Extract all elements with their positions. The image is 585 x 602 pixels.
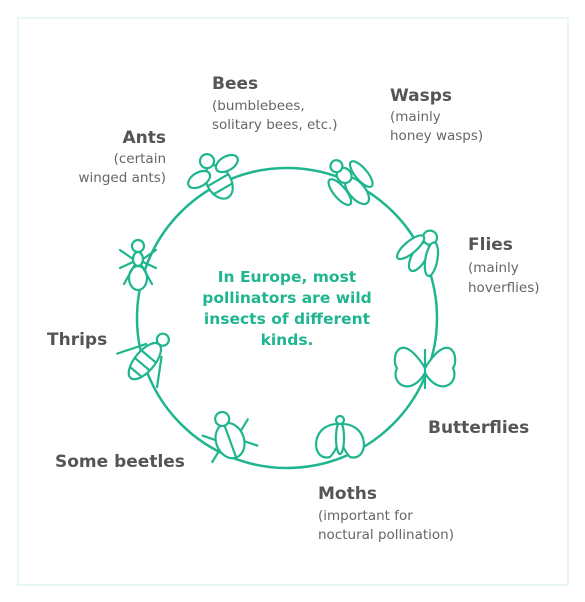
center-line: kinds. xyxy=(261,331,314,349)
node-note: hoverflies) xyxy=(468,280,540,296)
node-name: Some beetles xyxy=(55,452,185,472)
node-name: Wasps xyxy=(390,86,452,106)
node-note: (mainly xyxy=(468,260,519,276)
node-name: Butterflies xyxy=(428,418,529,438)
node-note: (certain xyxy=(114,151,166,167)
insect-icons xyxy=(116,153,457,464)
node-name: Bees xyxy=(212,74,258,94)
fly-icon xyxy=(395,229,440,278)
bee-icon xyxy=(187,153,239,200)
frame xyxy=(17,17,569,586)
node-name: Ants xyxy=(122,128,166,148)
center-line: pollinators are wild xyxy=(202,289,372,307)
node-note: noctural pollination) xyxy=(318,527,454,543)
node-note: (important for xyxy=(318,508,413,524)
cycle-ring xyxy=(135,166,439,470)
node-note: (bumblebees, xyxy=(212,98,305,114)
beetle-icon xyxy=(201,410,259,464)
butterfly-icon xyxy=(393,346,457,390)
node-note: honey wasps) xyxy=(390,128,483,144)
node-note: winged ants) xyxy=(78,170,166,186)
node-name: Moths xyxy=(318,484,377,504)
ant-icon xyxy=(118,238,158,292)
wasp-icon xyxy=(327,159,374,207)
node-note: (mainly xyxy=(390,109,441,125)
center-line: In Europe, most xyxy=(218,268,357,286)
center-line: insects of different xyxy=(204,310,371,328)
node-note: solitary bees, etc.) xyxy=(212,117,338,133)
node-name: Flies xyxy=(468,235,513,255)
thrips-icon xyxy=(116,332,170,389)
center-text: In Europe, most pollinators are wild ins… xyxy=(202,268,372,349)
node-name: Thrips xyxy=(47,330,107,350)
moth-icon xyxy=(315,414,365,459)
